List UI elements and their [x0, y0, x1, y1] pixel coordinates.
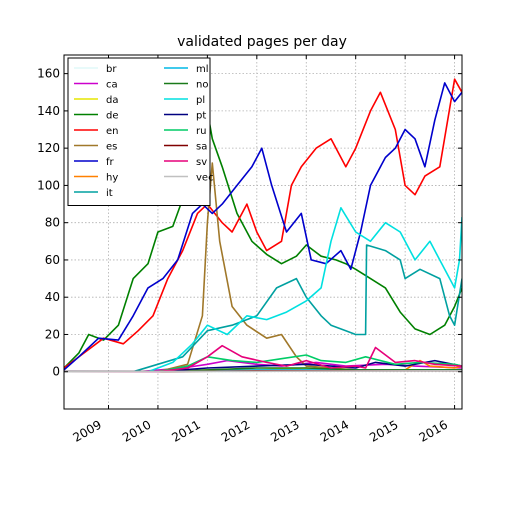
y-tick-label: 20 — [45, 327, 60, 341]
x-tick-label: 2016 — [417, 417, 450, 444]
legend-label-da: da — [106, 95, 118, 106]
legend-label-de: de — [106, 111, 119, 122]
legend-label-it: it — [106, 188, 113, 199]
y-tick-label: 120 — [37, 141, 60, 155]
legend-label-ca: ca — [106, 80, 118, 91]
y-tick-label: 80 — [45, 216, 60, 230]
legend-label-ru: ru — [196, 126, 206, 137]
series-line-it — [64, 244, 462, 373]
y-tick-label: 160 — [37, 67, 60, 81]
legend-label-es: es — [106, 142, 117, 153]
y-tick-label: 40 — [45, 290, 60, 304]
legend-label-hy: hy — [106, 173, 118, 184]
series-line-fr — [64, 82, 462, 371]
legend: br ca da de en es fr hy it ml no pl pt ru sa sv vec — [67, 57, 214, 206]
y-tick-label: 100 — [37, 178, 60, 192]
legend-label-sa: sa — [196, 142, 207, 153]
legend-label-fr: fr — [106, 157, 115, 168]
legend-label-no: no — [196, 80, 208, 91]
legend-label-en: en — [106, 126, 119, 137]
legend-box — [67, 57, 211, 206]
legend-label-pt: pt — [196, 111, 206, 122]
x-tick-label: 2010 — [120, 417, 153, 444]
x-tick-label: 2015 — [367, 417, 400, 444]
y-tick-label: 140 — [37, 104, 60, 118]
x-tick-label: 2014 — [318, 417, 351, 444]
legend-label-pl: pl — [196, 95, 205, 106]
x-tick-label: 2009 — [71, 417, 104, 444]
plot-frame — [63, 54, 463, 410]
series-line-pl — [64, 207, 462, 373]
legend-label-vec: vec — [196, 173, 214, 184]
series-lines — [64, 78, 462, 373]
y-tick-label: 60 — [45, 253, 60, 267]
series-line-sv — [64, 344, 462, 373]
series-line-de — [64, 110, 462, 369]
gridlines — [64, 55, 462, 409]
series-line-en — [64, 78, 462, 369]
series-line-ru — [64, 354, 462, 373]
legend-label-sv: sv — [196, 157, 207, 168]
legend-label-br: br — [106, 64, 117, 75]
x-tick-label: 2011 — [169, 417, 202, 444]
legend-label-ml: ml — [196, 64, 209, 75]
series-line-pt — [64, 359, 462, 373]
y-tick-label: 0 — [52, 365, 60, 379]
chart-title: validated pages per day — [177, 34, 347, 50]
x-tick-label: 2013 — [268, 417, 301, 444]
series-line-vec — [64, 369, 462, 373]
x-tick-label: 2012 — [219, 417, 252, 444]
